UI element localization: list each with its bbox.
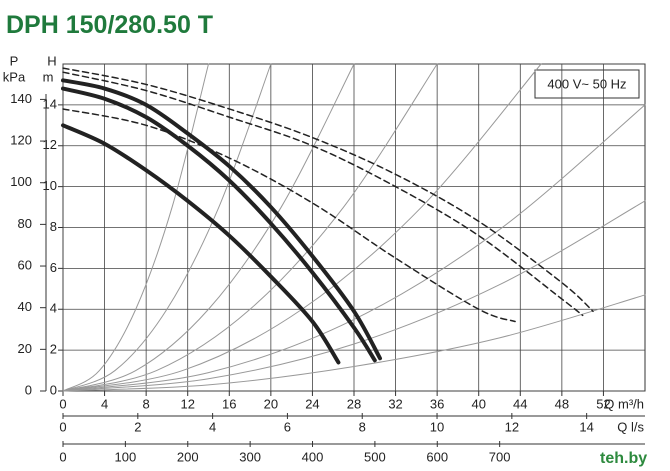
x3-tick-label: 200 (177, 449, 199, 464)
x3-tick-label: 300 (239, 449, 261, 464)
y-axis-label: H (47, 53, 56, 68)
y-tick-label: 0 (50, 382, 57, 397)
curve (62, 104, 646, 392)
p-axis-label: P (10, 53, 19, 68)
x-tick-label: 0 (59, 396, 66, 411)
curve (61, 86, 377, 363)
p-axis-unit: kPa (3, 69, 26, 84)
curve (62, 67, 594, 313)
x-tick-label: 44 (513, 396, 527, 411)
x3-tick-label: 700 (489, 449, 511, 464)
x-tick-label: 12 (180, 396, 194, 411)
x-tick-label: 4 (101, 396, 108, 411)
y-tick-label: 6 (50, 260, 57, 275)
x-tick-label: 48 (555, 396, 569, 411)
x-tick-label: 32 (388, 396, 402, 411)
x-tick-label: 8 (143, 396, 150, 411)
x-tick-label: 40 (471, 396, 485, 411)
p-tick-label: 20 (18, 341, 32, 356)
x2-tick-label: 4 (209, 419, 216, 434)
x2-tick-label: 8 (359, 419, 366, 434)
annotation: 400 V~ 50 Hz (547, 76, 626, 91)
curve (62, 63, 272, 392)
x-tick-label: 28 (347, 396, 361, 411)
y-axis-unit: m (43, 69, 54, 84)
x2-tick-label: 12 (505, 419, 519, 434)
y-tick-label: 14 (43, 96, 57, 111)
watermark-bg (560, 446, 670, 471)
y-tick-label: 8 (50, 219, 57, 234)
annotation-box (534, 69, 640, 99)
p-tick-label: 120 (10, 133, 32, 148)
x-tick-label: 36 (430, 396, 444, 411)
x-tick-label: 24 (305, 396, 319, 411)
x2-axis-label: Q l/s (617, 419, 644, 434)
x-tick-label: 16 (222, 396, 236, 411)
curve (62, 108, 516, 323)
p-tick-label: 40 (18, 299, 32, 314)
chart-title: DPH 150/280.50 T (6, 11, 213, 39)
x3-tick-label: 600 (426, 449, 448, 464)
x3-tick-label: 100 (115, 449, 137, 464)
x3-tick-label: 400 (302, 449, 324, 464)
x2-tick-label: 10 (430, 419, 444, 434)
x-tick-label: 20 (264, 396, 278, 411)
p-tick-label: 80 (18, 216, 32, 231)
curve (62, 294, 646, 392)
y-tick-label: 4 (50, 301, 57, 316)
curve (62, 63, 542, 392)
curve (61, 78, 382, 361)
x3-tick-label: 500 (364, 449, 386, 464)
y-tick-label: 10 (43, 178, 57, 193)
curve (62, 63, 438, 392)
x-tick-label: 52 (596, 396, 610, 411)
watermark: teh.by (600, 450, 647, 467)
p-tick-label: 100 (10, 174, 32, 189)
x-axis-label: Q m³/h (604, 396, 644, 411)
p-tick-label: 60 (18, 257, 32, 272)
x2-tick-label: 14 (579, 419, 593, 434)
p-tick-label: 140 (10, 91, 32, 106)
curve (62, 200, 646, 392)
p-tick-label: 0 (25, 382, 32, 397)
y-tick-label: 2 (50, 342, 57, 357)
curve (61, 123, 341, 365)
x2-tick-label: 0 (59, 419, 66, 434)
curve (62, 63, 355, 392)
x2-tick-label: 6 (284, 419, 291, 434)
y-tick-label: 12 (43, 137, 57, 152)
curve (62, 71, 584, 317)
x2-tick-label: 2 (134, 419, 141, 434)
x3-tick-label: 0 (59, 449, 66, 464)
